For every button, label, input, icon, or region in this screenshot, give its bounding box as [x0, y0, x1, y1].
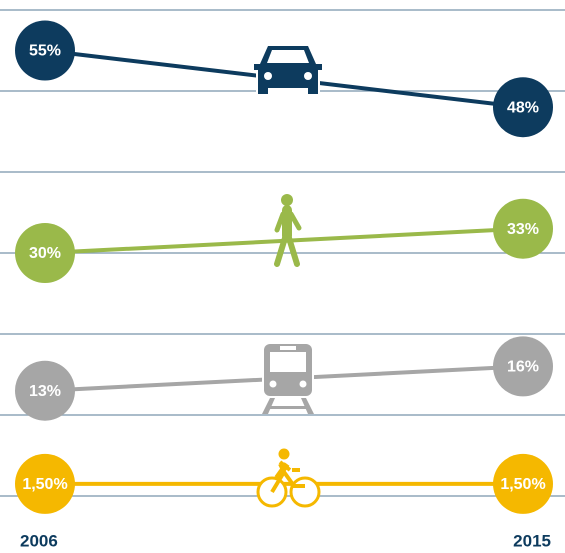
- value-label: 30%: [29, 245, 61, 262]
- x-tick-label: 2006: [20, 531, 58, 550]
- train-icon: [262, 340, 314, 414]
- bike-icon: [256, 448, 321, 508]
- icons: [254, 40, 322, 508]
- lines: [44, 48, 524, 486]
- dot: [15, 223, 75, 283]
- walker-icon: [274, 194, 302, 267]
- dot: [493, 198, 553, 259]
- dots: 55% 48% 30% 33% 13% 16% 1,50% 1,50%: [15, 20, 553, 514]
- dot: [15, 360, 75, 421]
- value-label: 1,50%: [500, 476, 545, 493]
- dot: [493, 336, 553, 397]
- value-label: 55%: [29, 43, 61, 60]
- dot: [493, 77, 553, 138]
- value-label: 1,50%: [22, 476, 67, 493]
- dot: [493, 453, 553, 514]
- value-label: 48%: [507, 99, 539, 116]
- value-label: 16%: [507, 359, 539, 376]
- dot: [15, 20, 75, 81]
- value-label: 33%: [507, 221, 539, 238]
- value-label: 13%: [29, 383, 61, 400]
- x-tick-label: 2015: [513, 531, 551, 550]
- dot: [15, 453, 75, 514]
- car-icon: [254, 40, 322, 100]
